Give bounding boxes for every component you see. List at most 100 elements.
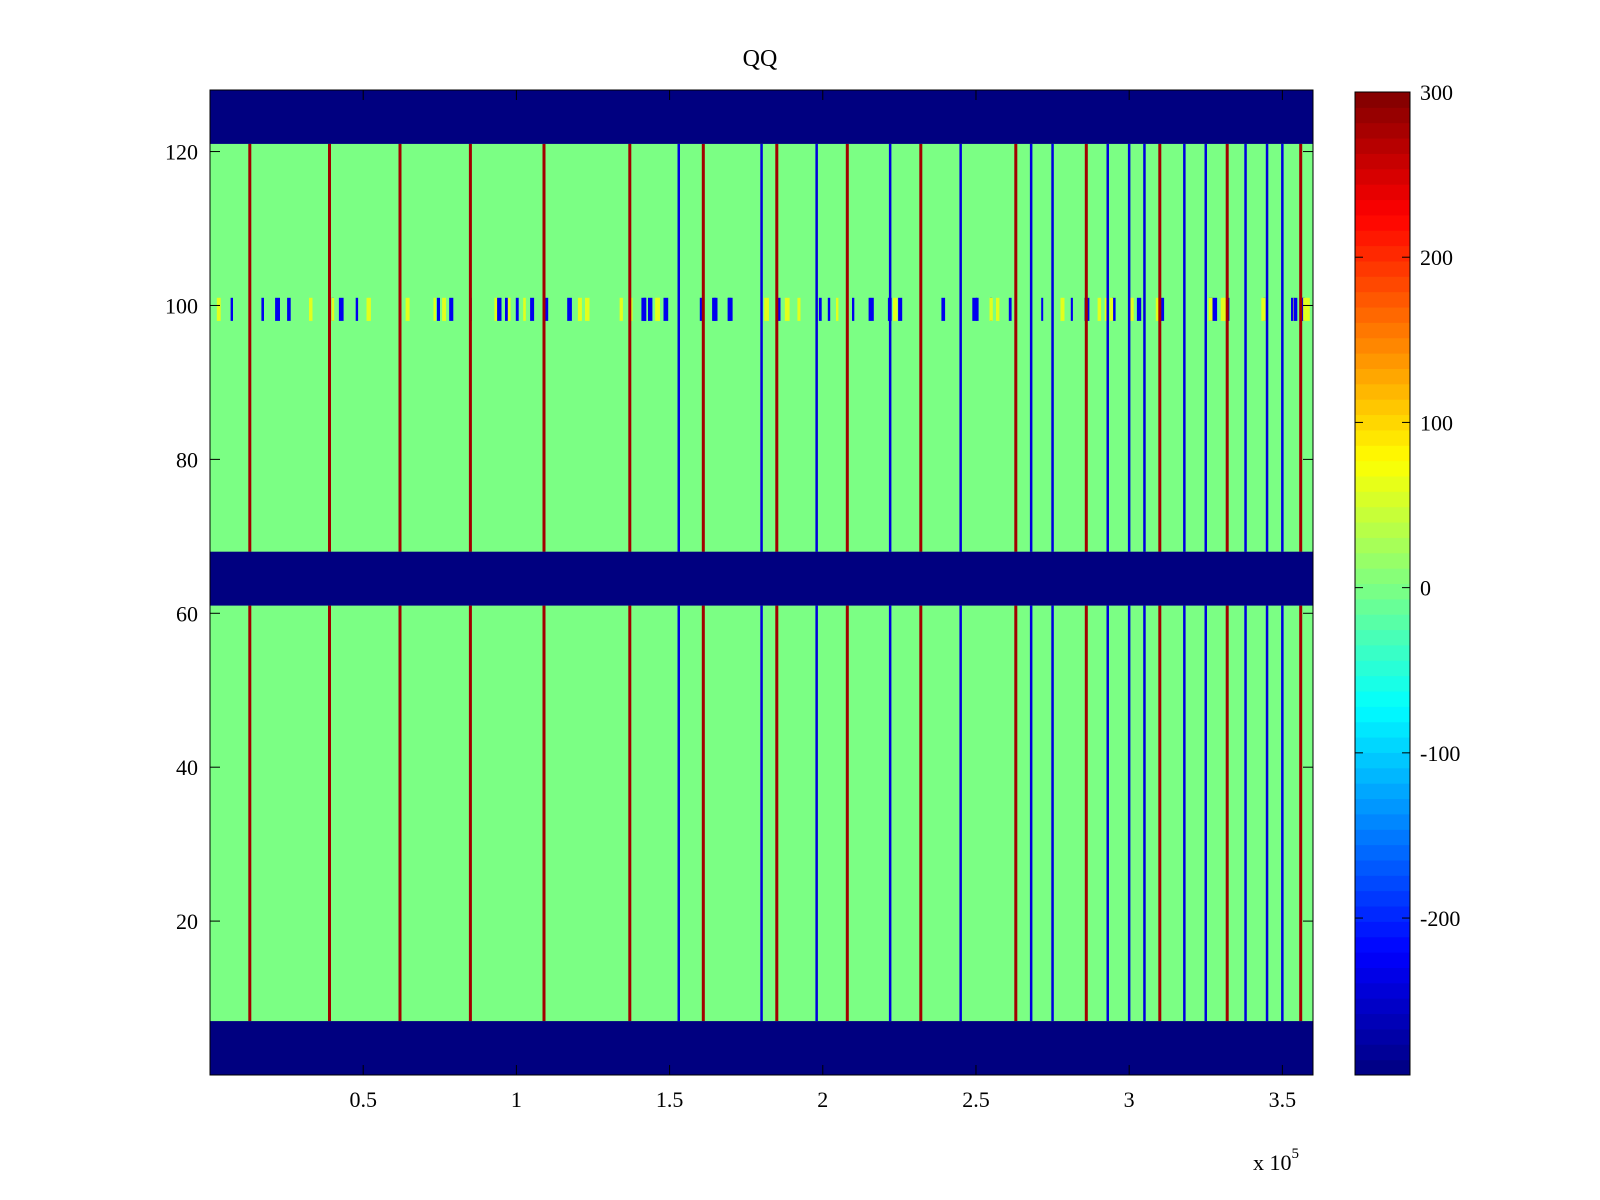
colorbar-segment <box>1355 721 1410 738</box>
colorbar-segment <box>1355 276 1410 293</box>
colorbar-segment <box>1355 767 1410 784</box>
colorbar-segment <box>1355 1028 1410 1045</box>
heatmap-stripe <box>1106 605 1109 1022</box>
heatmap-cell <box>699 297 704 321</box>
heatmap-cell <box>261 297 264 321</box>
heatmap-cell <box>505 297 508 321</box>
colorbar-segment <box>1355 906 1410 922</box>
x-axis: 0.5 1 1.5 2 2.5 3 3.5 <box>349 90 1296 1112</box>
heatmap-stripe <box>1265 605 1269 1022</box>
heatmap-stripe <box>628 605 632 1022</box>
heatmap-cell <box>216 297 221 321</box>
heatmap-stripe <box>1106 143 1109 552</box>
x-tick-label: 1 <box>511 1087 522 1112</box>
x-tick-label: 2.5 <box>962 1087 990 1112</box>
y-tick-label: 60 <box>176 601 198 626</box>
heatmap-stripe <box>248 605 252 1022</box>
colorbar-segment <box>1355 199 1410 216</box>
colorbar-segment <box>1355 322 1410 339</box>
heatmap-cell <box>1070 297 1073 321</box>
x-tick-label: 3 <box>1124 1087 1135 1112</box>
heatmap-cell <box>1155 297 1160 321</box>
heatmap-stripe <box>1244 605 1247 1022</box>
colorbar-segment <box>1355 491 1410 508</box>
heatmap-stripe <box>1143 605 1146 1022</box>
heatmap-stripe <box>328 605 331 1022</box>
heatmap-cell <box>497 297 502 321</box>
colorbar-segment <box>1355 859 1410 876</box>
heatmap-cell <box>1129 297 1134 321</box>
colorbar-segment <box>1355 291 1410 308</box>
heatmap-cell <box>287 297 291 321</box>
heatmap-cell <box>366 297 369 321</box>
heatmap-stripe <box>1183 605 1186 1022</box>
heatmap-cell <box>1008 297 1012 321</box>
colorbar-segment <box>1355 184 1410 201</box>
heatmap-cell <box>784 297 790 321</box>
y-axis: 20 40 60 80 100 120 <box>165 140 1313 934</box>
colorbar-segment <box>1355 522 1410 538</box>
colorbar-segment <box>1355 813 1410 830</box>
heatmap-cell <box>442 297 446 321</box>
colorbar-segment <box>1355 644 1410 661</box>
heatmap-cell <box>433 297 436 321</box>
heatmap-stripe <box>888 143 892 552</box>
heatmap-cell <box>331 297 335 321</box>
heatmap-stripe <box>1158 143 1162 552</box>
heatmap-cell <box>1208 297 1213 321</box>
heatmap-cell <box>230 297 233 321</box>
heatmap-cell <box>1041 297 1044 321</box>
colorbar-segment <box>1355 598 1410 615</box>
heatmap-stripe <box>845 143 849 552</box>
heatmap-stripe <box>1084 143 1088 552</box>
heatmap-stripe <box>919 605 923 1022</box>
colorbar-segment <box>1355 107 1410 124</box>
heatmap-empty-band <box>210 551 1313 606</box>
heatmap-cell <box>368 297 371 321</box>
heatmap-stripe <box>701 605 705 1022</box>
colorbar-segment <box>1355 798 1410 815</box>
heatmap-cell <box>449 297 454 321</box>
heatmap-cell <box>1306 297 1310 321</box>
heatmap-stripe <box>959 605 962 1022</box>
colorbar-segment <box>1355 414 1410 431</box>
x-axis-exponent-base: x 10 <box>1253 1150 1292 1175</box>
heatmap-stripe <box>1029 143 1033 552</box>
colorbar-segment <box>1355 875 1410 892</box>
colorbar-segment <box>1355 122 1410 139</box>
heatmap-cell <box>728 297 733 321</box>
colorbar-tick-label: 200 <box>1420 245 1453 270</box>
heatmap-stripe <box>1143 143 1146 552</box>
heatmap-cell <box>975 297 979 321</box>
heatmap-cell <box>836 297 839 321</box>
x-tick-label: 0.5 <box>349 1087 377 1112</box>
heatmap-stripe <box>1029 605 1033 1022</box>
heatmap-cell <box>1291 297 1295 321</box>
heatmap-stripe <box>845 605 849 1022</box>
heatmap-stripe <box>815 605 818 1022</box>
heatmap-stripe <box>677 605 680 1022</box>
colorbar-segment <box>1355 337 1410 354</box>
x-tick-label: 2 <box>817 1087 828 1112</box>
colorbar-segment <box>1355 429 1410 446</box>
heatmap-cell <box>1223 297 1228 321</box>
colorbar-segment <box>1355 890 1410 907</box>
heatmap-stripe <box>1127 605 1131 1022</box>
colorbar-tick-label: 0 <box>1420 576 1431 601</box>
colorbar-tick-label: 100 <box>1420 410 1453 435</box>
colorbar-segment <box>1355 629 1410 646</box>
y-tick-label: 20 <box>176 909 198 934</box>
colorbar-segment <box>1355 245 1410 262</box>
heatmap-stripe <box>1281 143 1284 552</box>
y-tick-label: 40 <box>176 755 198 780</box>
heatmap-cell <box>1212 297 1218 321</box>
heatmap-stripe <box>398 605 402 1022</box>
colorbar-segment <box>1355 307 1410 323</box>
colorbar-segment <box>1355 230 1410 247</box>
colorbar-segment <box>1355 506 1410 523</box>
colorbar-segment <box>1355 214 1410 231</box>
colorbar-segment <box>1355 368 1410 385</box>
heatmap-empty-band <box>210 90 1313 144</box>
heatmap-cell <box>989 297 993 321</box>
